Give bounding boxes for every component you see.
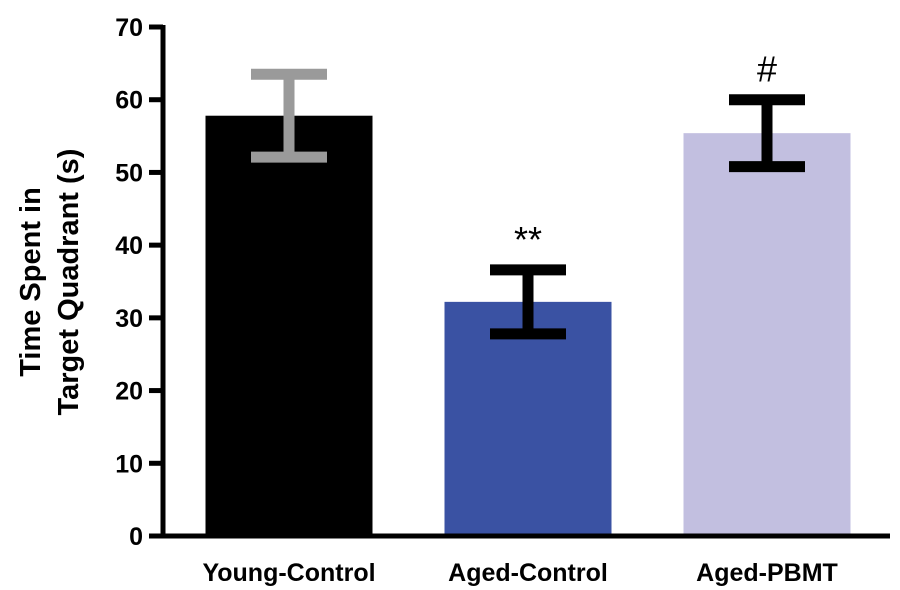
x-category-label: Aged-Control [448,559,608,587]
y-tick-label: 60 [115,87,143,115]
bar-aged-control [444,301,612,536]
y-tick-label: 30 [115,305,143,333]
error-bar-aged-control [490,264,566,340]
y-tick-label: 10 [115,450,143,478]
y-axis-label-line-1: Time Spent in [15,187,47,377]
error-bar-aged-pbmt [729,94,805,173]
x-category-label: Aged-PBMT [696,559,838,587]
y-tick-label: 20 [115,378,143,406]
x-axis-category-labels: Young-Control Aged-Control Aged-PBMT [202,559,837,587]
bar-young-control [205,115,373,536]
significance-mark-aged-control: ** [514,219,542,260]
y-axis-ticks: 0 10 20 30 40 50 60 70 [115,14,163,551]
y-tick-label: 0 [129,523,143,551]
bar-aged-pbmt [683,133,851,537]
x-category-label: Young-Control [202,559,375,587]
y-tick-label: 40 [115,232,143,260]
significance-annotations: ** # [514,49,777,260]
significance-mark-aged-pbmt: # [757,49,777,90]
y-tick-label: 50 [115,159,143,187]
y-axis-label-line-2: Target Quadrant (s) [53,149,85,416]
y-tick-label: 70 [115,14,143,42]
bars [205,115,851,537]
error-bar-young-control [251,68,327,163]
error-bars [251,68,805,340]
